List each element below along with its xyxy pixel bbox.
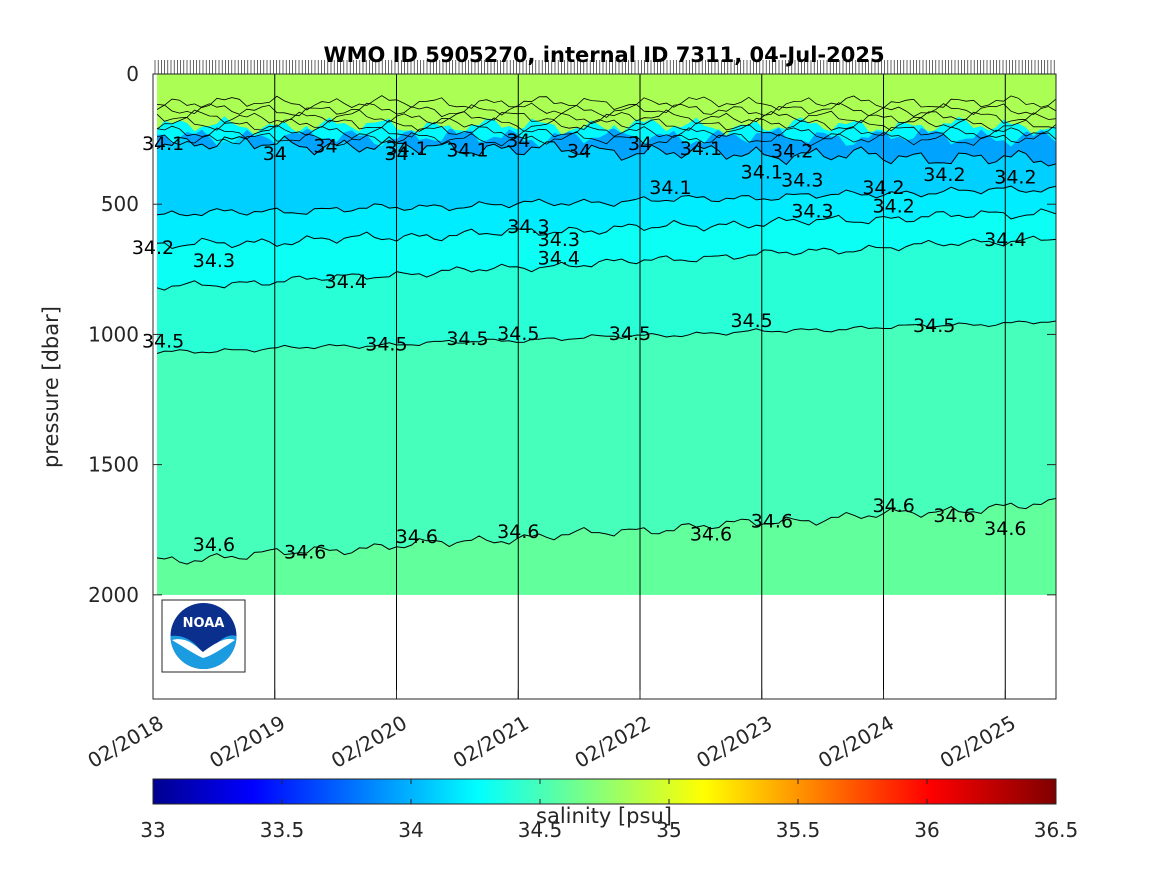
colorbar-tick-label: 36.5 [1034, 818, 1079, 842]
contour-label: 34.5 [365, 333, 407, 355]
y-axis-label: pressure [dbar] [39, 306, 63, 468]
salinity-band [157, 321, 1056, 565]
x-tick-label: 02/2020 [327, 711, 411, 773]
contour-line-34.4 [156, 235, 1056, 291]
contour-line-34.5 [156, 320, 1056, 354]
contour-label: 34.6 [497, 521, 539, 543]
x-tick-label: 02/2024 [814, 711, 898, 773]
salinity-band [157, 236, 1056, 354]
colorbar-tick-label: 35 [656, 818, 681, 842]
contour-line-34.1 [156, 135, 1056, 167]
contour-label: 34.1 [741, 162, 783, 184]
contour-label: 34.2 [862, 177, 904, 199]
colorbar-tick-label: 33 [140, 818, 165, 842]
contour-label: 34 [263, 143, 287, 165]
contour-label: 34 [313, 135, 337, 157]
salinity-band [157, 186, 1056, 249]
colorbar-tick-label: 34 [398, 818, 423, 842]
contour-label: 34 [567, 141, 591, 163]
contour-line-34.2 [156, 185, 1056, 217]
colorbar-label: salinity [psu] [536, 804, 672, 828]
x-tick-label: 02/2025 [936, 711, 1020, 773]
contour-label: 34.6 [284, 542, 326, 564]
salinity-surface-layer [157, 74, 1056, 137]
contour-label: 34.6 [751, 510, 793, 532]
contour-label: 34.6 [984, 518, 1026, 540]
salinity-band [157, 498, 1056, 595]
contour-label: 34.1 [446, 139, 488, 161]
contour-line-surface [156, 95, 1056, 111]
contour-line-surface [156, 102, 1056, 118]
contour-label: 34.6 [873, 495, 915, 517]
noaa-logo-text: NOAA [183, 616, 225, 631]
y-tick-label: 500 [101, 192, 139, 216]
colorbar-tick-label: 33.5 [260, 818, 305, 842]
contour-label: 34.5 [913, 315, 955, 337]
contour-label: 34.5 [142, 331, 184, 353]
y-tick-label: 1000 [88, 322, 139, 346]
contour-line-surface [156, 109, 1056, 125]
contour-label: 34.1 [649, 177, 691, 199]
x-tick-label: 02/2021 [449, 711, 533, 773]
contour-line-surface [156, 116, 1056, 133]
contour-label: 34 [384, 143, 408, 165]
contour-label: 34.6 [396, 526, 438, 548]
colorbar-tick-label: 34.5 [518, 818, 563, 842]
salinity-halocline [157, 116, 1056, 147]
x-tick-label: 02/2023 [692, 711, 776, 773]
contour-label: 34.2 [771, 141, 813, 163]
x-tick-label: 02/2022 [571, 711, 655, 773]
contour-label: 34.1 [680, 138, 722, 160]
contour-label: 34.1 [386, 138, 428, 160]
salinity-band [157, 136, 1056, 216]
contour-label: 34.2 [994, 167, 1036, 189]
contour-label: 34.6 [690, 523, 732, 545]
contour-label: 34.3 [538, 229, 580, 251]
contour-label: 34.2 [873, 195, 915, 217]
contour-label: 34.1 [142, 133, 184, 155]
y-tick-label: 2000 [88, 583, 139, 607]
contour-label: 34.4 [984, 229, 1026, 251]
y-tick-label: 0 [126, 62, 139, 86]
noaa-logo: NOAA [161, 599, 246, 673]
contour-label: 34.3 [193, 250, 235, 272]
colorbar-tick-label: 35.5 [776, 818, 821, 842]
chart-title: WMO ID 5905270, internal ID 7311, 04-Jul… [323, 43, 884, 67]
contour-label: 34.5 [609, 323, 651, 345]
contour-label: 34.4 [538, 247, 580, 269]
contour-label: 34 [628, 133, 652, 155]
x-tick-label: 02/2018 [84, 711, 168, 773]
colorbar [152, 778, 1057, 805]
contour-label: 34.3 [507, 216, 549, 238]
salinity-band [157, 208, 1056, 291]
colorbar-tick-label: 36 [914, 818, 939, 842]
contour-label: 34.6 [193, 534, 235, 556]
contour-label: 34.2 [923, 164, 965, 186]
contour-line-34.6 [156, 498, 1056, 565]
contour-label: 34.5 [497, 323, 539, 345]
contour-label: 34.3 [781, 169, 823, 191]
contour-label: 34.5 [446, 328, 488, 350]
y-tick-label: 1500 [88, 453, 139, 477]
contour-label: 34.5 [730, 310, 772, 332]
contour-label: 34 [506, 130, 530, 152]
x-tick-label: 02/2019 [205, 711, 289, 773]
contour-label: 34.3 [791, 201, 833, 223]
contour-line-surface [156, 123, 1056, 140]
contour-line-34.3 [156, 208, 1056, 250]
contour-line-surface [156, 131, 1056, 148]
contour-label: 34.4 [325, 271, 367, 293]
contour-label: 34.6 [933, 505, 975, 527]
plot-frame [152, 73, 1057, 700]
